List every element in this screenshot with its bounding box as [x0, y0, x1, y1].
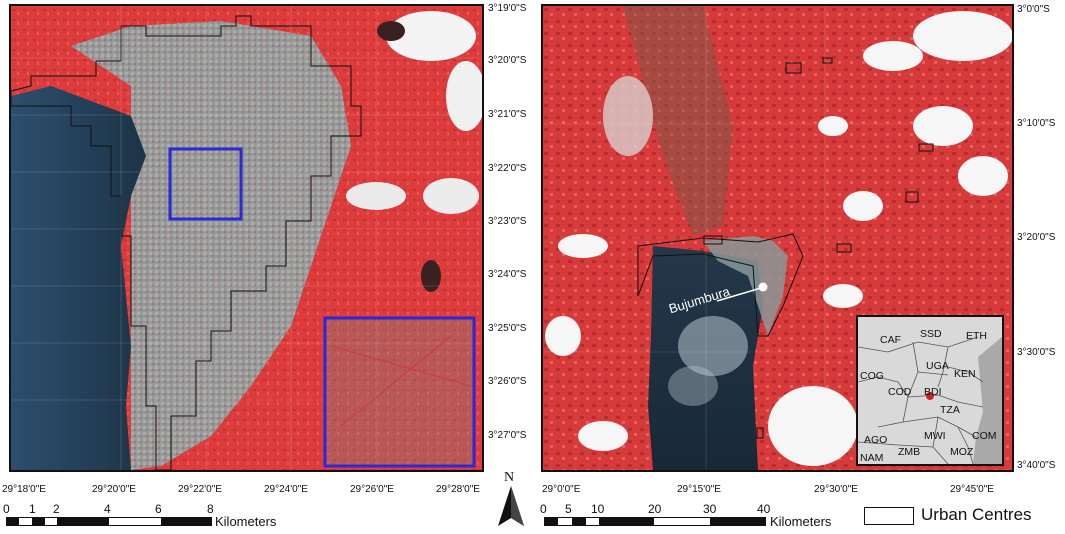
inset-label: MWI: [924, 430, 946, 442]
left-scale-tick: 8: [207, 502, 214, 516]
inset-label: BDI: [924, 386, 942, 398]
inset-label: NAM: [860, 452, 884, 464]
left-scale-tick: 2: [53, 502, 60, 516]
left-lon-label: 29°26'0"E: [350, 484, 394, 495]
inset-locator-map: CAF SSD ETH UGA COG KEN COD BDI TZA AGO …: [856, 315, 1004, 466]
left-lat-label: 3°24'0"S: [488, 269, 527, 280]
legend-urban-label: Urban Centres: [921, 505, 1032, 524]
right-scale-tick: 10: [591, 502, 605, 516]
north-arrow: N: [496, 470, 526, 530]
right-lat-label: 3°10'0"S: [1017, 118, 1056, 129]
left-lat-label: 3°23'0"S: [488, 216, 527, 227]
left-scale-tick: 1: [29, 502, 36, 516]
right-scale-unit: Kilometers: [770, 514, 832, 529]
left-lon-label: 29°20'0"E: [92, 484, 136, 495]
left-lon-label: 29°28'0"E: [436, 484, 480, 495]
right-lat-label: 3°30'0"S: [1017, 347, 1056, 358]
left-map-image: [11, 6, 482, 470]
inset-label: MOZ: [950, 446, 974, 458]
left-scale-tick: 4: [104, 502, 111, 516]
left-lon-label: 29°18'0"E: [2, 484, 46, 495]
left-lon-label: 29°22'0"E: [178, 484, 222, 495]
left-lat-label: 3°20'0"S: [488, 55, 527, 66]
inset-label: TZA: [940, 404, 960, 416]
right-scale-tick: 5: [565, 502, 572, 516]
legend-urban-swatch: [864, 507, 914, 525]
inset-label: AGO: [864, 434, 888, 446]
right-lat-label: 3°20'0"S: [1017, 232, 1056, 243]
inset-label: KEN: [954, 368, 976, 380]
inset-label: SSD: [920, 328, 942, 340]
inset-label: COM: [972, 430, 997, 442]
inset-label: UGA: [926, 360, 949, 372]
bdi-marker: [926, 392, 934, 400]
right-lon-label: 29°15'0"E: [677, 484, 721, 495]
left-scale-graphic: [6, 517, 212, 526]
inset-label: COG: [860, 370, 884, 382]
right-scale-tick: 0: [540, 502, 547, 516]
left-lon-label: 29°24'0"E: [264, 484, 308, 495]
north-label: N: [504, 470, 515, 485]
right-lon-label: 29°0'0"E: [542, 484, 581, 495]
left-lat-label: 3°27'0"S: [488, 430, 527, 441]
left-lat-label: 3°25'0"S: [488, 323, 527, 334]
left-map-panel: [9, 4, 484, 472]
right-scale-tick: 40: [757, 502, 771, 516]
inset-label: COD: [888, 386, 912, 398]
inset-label: ETH: [966, 330, 987, 342]
bujumbura-marker: [758, 282, 768, 292]
left-scale-tick: 0: [3, 502, 10, 516]
right-map-panel: Bujumbura CAF SSD E: [541, 4, 1014, 472]
right-lon-label: 29°30'0"E: [814, 484, 858, 495]
left-scale-tick: 6: [155, 502, 162, 516]
right-lat-label: 3°0'0"S: [1017, 4, 1050, 15]
inset-map-shapes: [858, 317, 1002, 464]
inset-label: ZMB: [898, 446, 921, 458]
left-lat-label: 3°21'0"S: [488, 109, 527, 120]
right-lat-label: 3°40'0"S: [1017, 460, 1056, 471]
right-lon-label: 29°45'0"E: [950, 484, 994, 495]
left-lat-label: 3°22'0"S: [488, 163, 527, 174]
left-scale-unit: Kilometers: [215, 514, 277, 529]
north-arrow-icon: [498, 486, 524, 526]
inset-label: CAF: [880, 334, 901, 346]
right-scale-tick: 20: [648, 502, 662, 516]
left-lat-label: 3°19'0"S: [488, 3, 527, 14]
left-lat-label: 3°26'0"S: [488, 376, 527, 387]
right-scale-tick: 30: [703, 502, 717, 516]
right-scale-graphic: [544, 517, 766, 526]
